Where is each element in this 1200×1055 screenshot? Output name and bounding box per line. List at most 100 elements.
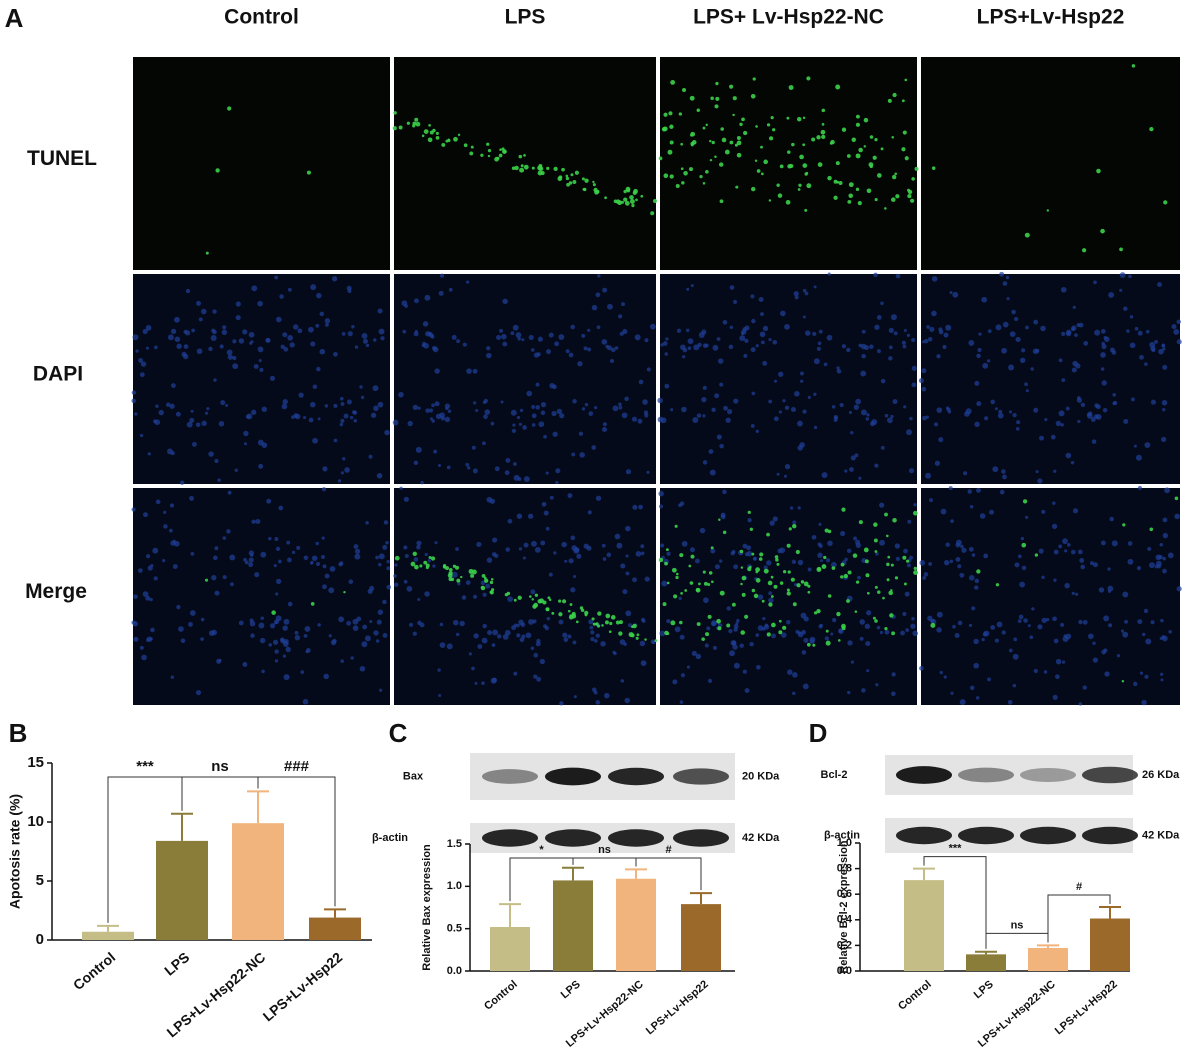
tunel-dot	[204, 578, 209, 582]
tunel-dot	[412, 124, 416, 128]
tunel-dot	[489, 590, 493, 594]
nucleus	[576, 553, 582, 559]
nucleus	[214, 458, 219, 464]
tunel-dot	[441, 142, 446, 147]
nucleus	[340, 659, 344, 663]
nucleus	[394, 563, 398, 567]
tunel-dot	[788, 527, 792, 531]
nucleus	[691, 650, 697, 656]
nucleus	[163, 524, 168, 529]
tunel-dot	[623, 197, 628, 202]
nucleus	[1078, 322, 1084, 328]
nucleus	[1159, 636, 1163, 640]
nucleus	[921, 340, 925, 344]
tunel-dot	[531, 598, 534, 601]
tunel-dot	[635, 636, 639, 640]
tunel-dot	[698, 582, 701, 586]
nucleus	[1060, 286, 1067, 293]
nucleus	[943, 559, 950, 566]
nucleus	[676, 328, 682, 333]
blot-band	[608, 829, 664, 847]
tunel-dot	[669, 124, 674, 129]
nucleus	[208, 451, 214, 457]
tunel-dot	[575, 620, 579, 624]
nucleus	[976, 353, 981, 359]
tunel-dot	[548, 598, 552, 602]
tunel-dot	[632, 190, 637, 196]
nucleus	[553, 551, 557, 555]
nucleus	[1008, 648, 1013, 653]
nucleus	[378, 562, 382, 567]
nucleus	[690, 547, 695, 553]
nucleus	[968, 575, 975, 581]
nucleus	[1160, 672, 1164, 676]
nucleus	[627, 623, 633, 628]
y-tick-label: 0.2	[837, 939, 852, 951]
tunel-dot	[904, 582, 907, 586]
blot-size: 20 KDa	[742, 770, 780, 782]
tunel-dot	[821, 108, 826, 113]
tunel-dot	[703, 581, 708, 586]
nucleus	[212, 329, 217, 335]
nucleus	[625, 571, 630, 576]
nucleus	[968, 339, 975, 346]
nucleus	[359, 666, 366, 672]
nucleus	[973, 662, 979, 669]
nucleus	[257, 300, 263, 307]
nucleus	[1041, 617, 1047, 624]
nucleus	[1101, 341, 1106, 346]
nucleus	[407, 420, 413, 427]
nucleus	[1107, 585, 1114, 592]
nucleus	[587, 510, 592, 515]
tunel-dot	[813, 611, 818, 615]
nucleus	[1147, 546, 1152, 551]
nucleus	[472, 368, 478, 374]
tunel-dot	[785, 199, 791, 205]
tunel-dot	[777, 193, 783, 198]
nucleus	[602, 422, 607, 427]
nucleus	[340, 418, 345, 423]
nucleus	[298, 392, 304, 398]
nucleus	[1090, 417, 1096, 422]
nucleus	[820, 559, 824, 563]
tunel-dot	[744, 614, 749, 619]
nucleus	[348, 579, 354, 585]
tunel-dot	[805, 171, 809, 175]
nucleus	[703, 597, 709, 604]
nucleus	[1101, 380, 1107, 386]
nucleus	[376, 472, 383, 479]
nucleus	[139, 433, 144, 438]
tunel-dot	[486, 142, 490, 146]
tunel-dot	[1149, 527, 1154, 532]
nucleus	[1033, 319, 1039, 325]
nucleus	[332, 638, 337, 644]
nucleus	[706, 626, 711, 631]
nucleus	[1060, 423, 1064, 427]
nucleus	[707, 678, 713, 684]
nucleus	[581, 407, 586, 411]
tunel-dot	[848, 182, 854, 188]
nucleus	[259, 637, 266, 644]
nucleus	[286, 540, 291, 545]
nucleus	[793, 291, 799, 297]
nucleus	[1012, 413, 1017, 418]
significance-label: ns	[211, 758, 229, 775]
nucleus	[352, 618, 359, 625]
nucleus	[869, 344, 874, 350]
tunel-dot	[435, 135, 440, 140]
nucleus	[155, 404, 159, 408]
nucleus	[316, 561, 321, 566]
nucleus	[1074, 333, 1078, 337]
tunel-dot	[681, 181, 685, 185]
nucleus	[315, 541, 319, 546]
nucleus	[528, 334, 534, 341]
micrograph	[394, 488, 656, 705]
tunel-dot	[688, 167, 694, 172]
nucleus	[485, 583, 491, 589]
nucleus	[465, 462, 470, 467]
nucleus	[257, 346, 264, 353]
tunel-dot	[449, 567, 453, 572]
nucleus	[222, 536, 227, 540]
tunel-dot	[428, 123, 431, 127]
nucleus	[1015, 336, 1021, 343]
